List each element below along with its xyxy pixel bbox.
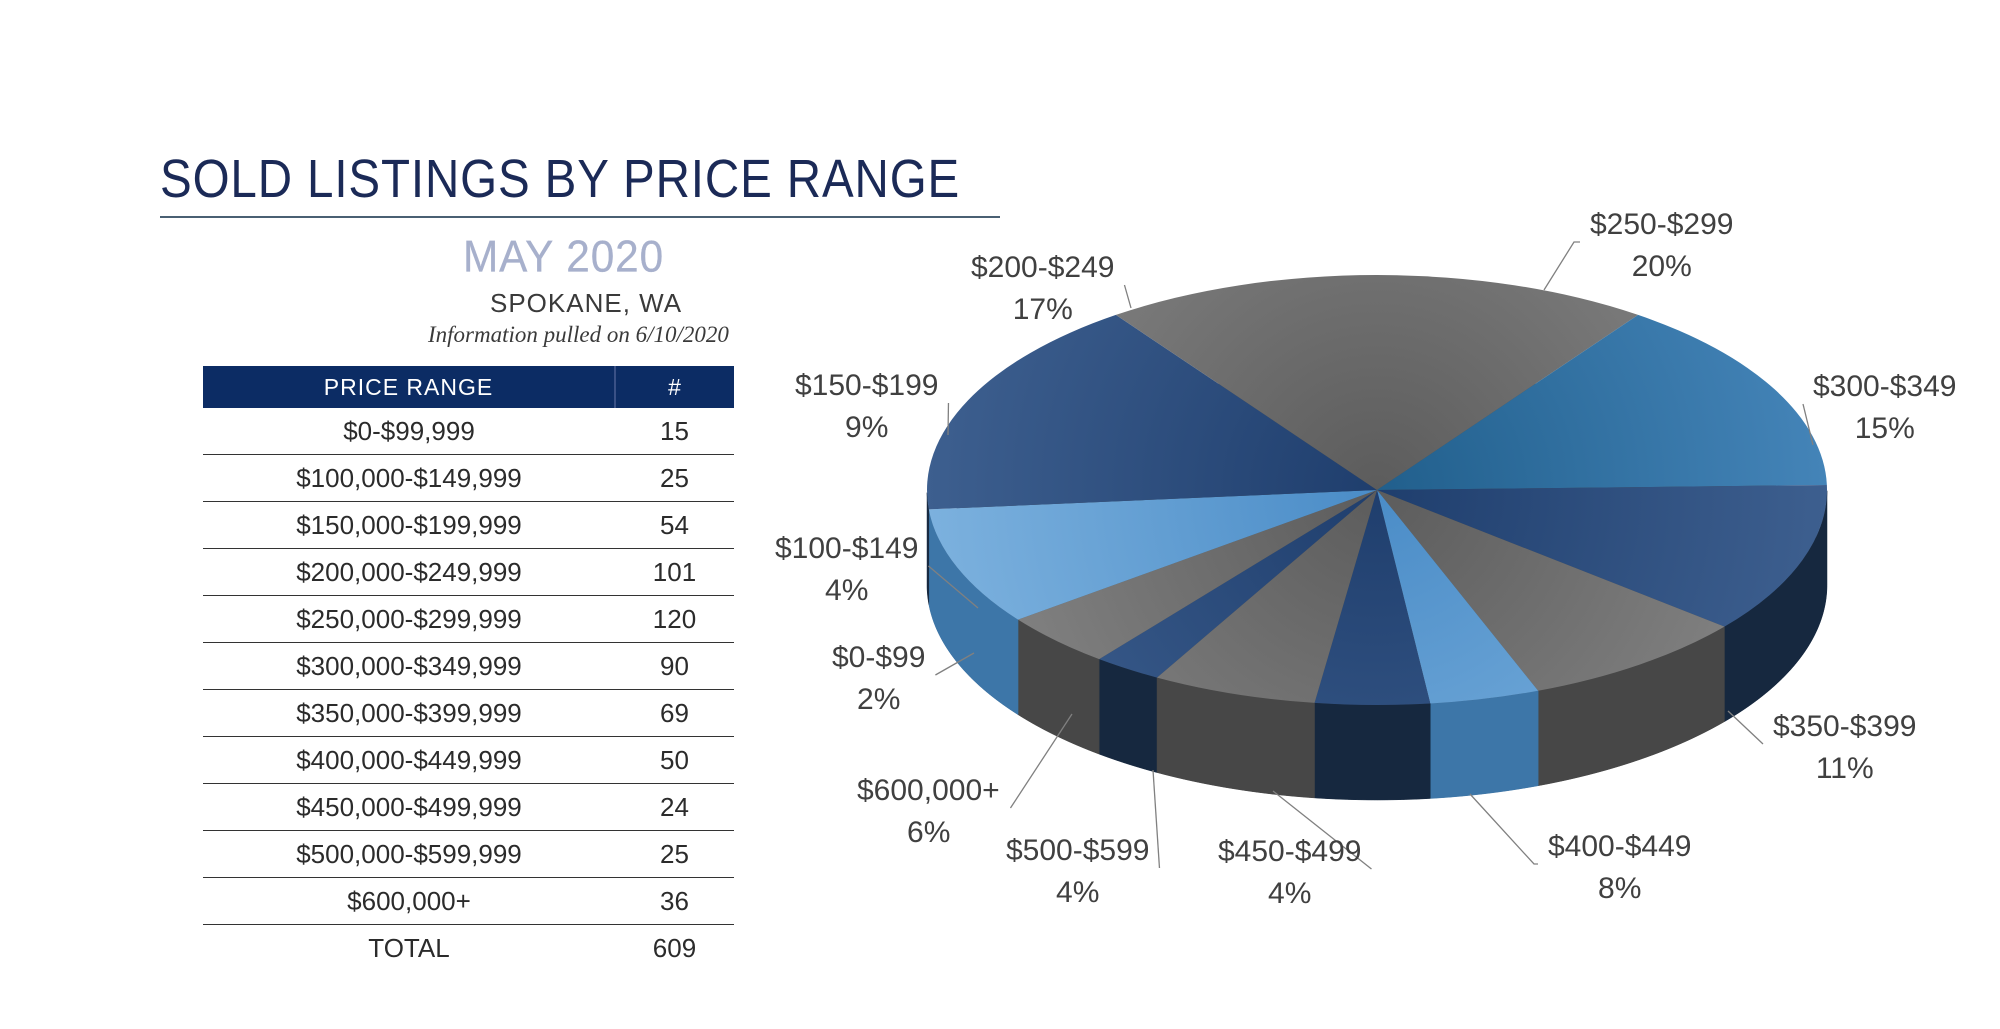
svg-text:15%: 15%: [1855, 412, 1915, 445]
svg-text:9%: 9%: [845, 411, 888, 444]
svg-text:$500-$599: $500-$599: [1006, 834, 1149, 867]
svg-text:$300-$349: $300-$349: [1813, 370, 1956, 403]
svg-text:4%: 4%: [1268, 877, 1311, 910]
svg-text:8%: 8%: [1598, 872, 1641, 905]
svg-text:$200-$249: $200-$249: [971, 251, 1114, 284]
svg-text:$150-$199: $150-$199: [795, 369, 938, 402]
svg-text:$600,000+: $600,000+: [857, 774, 1000, 807]
svg-text:$100-$149: $100-$149: [775, 532, 918, 565]
svg-text:$450-$499: $450-$499: [1218, 835, 1361, 868]
svg-text:4%: 4%: [825, 574, 868, 607]
svg-text:$0-$99: $0-$99: [832, 641, 925, 674]
svg-text:$400-$449: $400-$449: [1548, 830, 1691, 863]
svg-text:17%: 17%: [1013, 293, 1073, 326]
svg-text:4%: 4%: [1056, 876, 1099, 909]
svg-text:2%: 2%: [857, 683, 900, 716]
svg-text:20%: 20%: [1632, 250, 1692, 283]
svg-text:6%: 6%: [907, 816, 950, 849]
svg-text:$350-$399: $350-$399: [1773, 710, 1916, 743]
svg-text:$250-$299: $250-$299: [1590, 208, 1733, 241]
svg-text:11%: 11%: [1816, 752, 1874, 785]
